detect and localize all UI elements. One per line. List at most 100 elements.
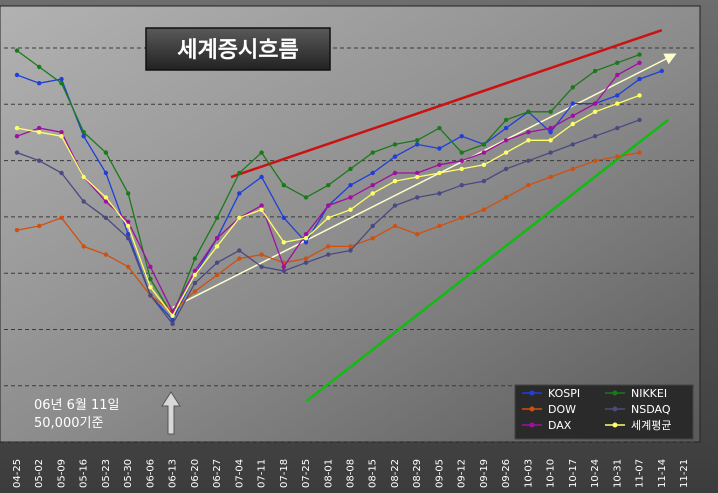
data-point — [281, 215, 286, 220]
data-point — [415, 174, 420, 180]
data-point — [437, 146, 442, 151]
data-point — [81, 174, 86, 180]
x-tick-label: 11-14 — [657, 459, 668, 488]
legend-label: NSDAQ — [631, 403, 671, 416]
data-point — [170, 313, 175, 318]
x-tick-label: 07-11 — [257, 459, 268, 488]
data-point — [615, 125, 620, 131]
data-point — [392, 223, 398, 229]
data-point — [415, 138, 420, 143]
x-tick-label: 10-10 — [546, 459, 557, 488]
data-point — [459, 158, 464, 163]
data-point — [37, 130, 42, 135]
data-point — [437, 162, 442, 167]
data-point — [459, 215, 464, 220]
data-point — [303, 256, 309, 261]
data-point — [14, 134, 20, 139]
data-point — [81, 199, 86, 204]
data-point — [237, 248, 242, 253]
data-point — [281, 183, 286, 188]
data-point — [148, 293, 153, 298]
data-point — [437, 125, 442, 131]
trendline — [230, 28, 663, 179]
data-point — [259, 150, 264, 155]
data-point — [415, 142, 420, 147]
data-point — [592, 68, 598, 74]
data-point — [548, 125, 553, 131]
data-point — [370, 183, 375, 188]
data-point — [103, 150, 109, 155]
data-point — [37, 81, 42, 86]
data-point — [526, 158, 531, 163]
data-point — [237, 215, 242, 220]
data-point — [481, 162, 487, 167]
data-point — [14, 72, 20, 78]
data-point — [59, 81, 64, 86]
data-point — [526, 138, 531, 143]
baseline-annotation: 06년 6월 11일 50,000기준 — [34, 391, 181, 435]
data-point — [59, 130, 64, 135]
data-point — [503, 125, 509, 131]
data-point — [214, 244, 220, 249]
annotation-date: 06년 6월 11일 — [34, 398, 120, 413]
data-point — [303, 260, 309, 265]
legend-marker — [612, 406, 618, 412]
data-point — [192, 268, 198, 274]
legend-marker — [529, 390, 535, 396]
data-point — [192, 280, 198, 286]
data-point — [526, 130, 531, 135]
legend-label: NIKKEI — [631, 387, 667, 400]
x-tick-label: 08-29 — [412, 459, 423, 488]
data-point — [37, 125, 42, 131]
data-point — [326, 215, 331, 220]
data-point — [637, 117, 642, 123]
data-point — [14, 150, 20, 155]
data-point — [348, 207, 353, 212]
data-point — [481, 150, 487, 155]
data-point — [615, 60, 620, 65]
data-point — [348, 183, 353, 188]
series-line — [16, 70, 663, 321]
data-point — [326, 183, 331, 188]
data-point — [303, 232, 309, 237]
data-point — [259, 264, 264, 269]
data-point — [570, 166, 575, 172]
data-point — [392, 154, 398, 159]
x-tick-label: 08-22 — [390, 459, 401, 488]
data-point — [503, 166, 509, 172]
x-tick-label: 09-19 — [479, 459, 490, 488]
data-point — [59, 76, 64, 82]
x-tick-label: 11-21 — [679, 459, 690, 488]
data-point — [392, 170, 398, 176]
data-point — [37, 158, 42, 163]
data-point — [348, 195, 353, 200]
data-point — [103, 215, 109, 220]
data-point — [14, 125, 20, 131]
x-tick-label: 05-23 — [101, 459, 112, 488]
data-point — [592, 134, 598, 139]
data-point — [259, 203, 264, 208]
data-point — [437, 191, 442, 196]
data-point — [237, 191, 242, 196]
data-point — [303, 195, 309, 200]
x-tick-label: 11-07 — [635, 459, 646, 488]
data-point — [126, 191, 131, 196]
data-point — [103, 199, 109, 204]
x-tick-label: 06-06 — [145, 459, 156, 488]
x-tick-label: 08-08 — [346, 459, 357, 488]
data-point — [615, 101, 620, 106]
trendlines — [172, 28, 677, 403]
data-point — [81, 244, 86, 249]
data-point — [103, 252, 109, 257]
data-point — [103, 195, 109, 200]
data-point — [192, 289, 198, 294]
legend-label: 세계평균 — [631, 419, 671, 432]
data-point — [59, 170, 64, 176]
annotation-base: 50,000기준 — [34, 416, 103, 431]
data-point — [459, 166, 464, 172]
x-tick-label: 05-30 — [123, 459, 134, 488]
data-point — [326, 203, 331, 208]
data-point — [615, 72, 620, 78]
